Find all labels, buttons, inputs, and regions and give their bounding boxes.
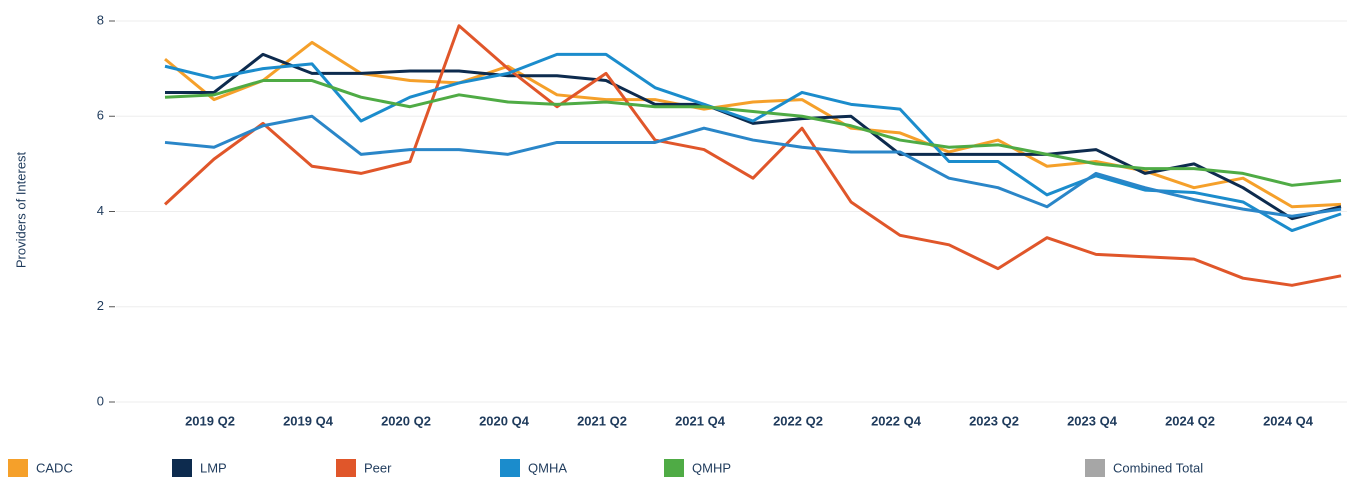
x-tick-label: 2023 Q4 <box>1067 413 1118 428</box>
legend-swatch[interactable] <box>172 459 192 477</box>
legend-label[interactable]: Combined Total <box>1113 460 1203 475</box>
y-axis-title: Providers of Interest <box>13 151 28 268</box>
legend-swatch[interactable] <box>500 459 520 477</box>
legend-label[interactable]: Peer <box>364 460 392 475</box>
x-tick-label: 2020 Q2 <box>381 413 431 428</box>
x-tick-label: 2022 Q4 <box>871 413 922 428</box>
y-tick-label: 4 <box>97 203 104 218</box>
x-tick-label: 2021 Q2 <box>577 413 627 428</box>
x-tick-label: 2021 Q4 <box>675 413 726 428</box>
y-tick-label: 6 <box>97 108 104 123</box>
legend-label[interactable]: QMHP <box>692 460 731 475</box>
series-line <box>165 52 1342 221</box>
legend-label[interactable]: LMP <box>200 460 227 475</box>
x-tick-label: 2019 Q4 <box>283 413 334 428</box>
series-line <box>164 79 1342 187</box>
y-tick-label: 0 <box>97 393 104 408</box>
x-tick-label: 2020 Q4 <box>479 413 530 428</box>
legend-swatch[interactable] <box>336 459 356 477</box>
x-tick-label: 2023 Q2 <box>969 413 1019 428</box>
x-tick-label: 2022 Q2 <box>773 413 823 428</box>
legend-swatch[interactable] <box>8 459 28 477</box>
series-line <box>164 52 1342 233</box>
x-tick-label: 2024 Q2 <box>1165 413 1215 428</box>
series-line <box>164 114 1342 218</box>
legend-swatch[interactable] <box>664 459 684 477</box>
y-tick-label: 8 <box>97 12 104 27</box>
y-tick-label: 2 <box>97 298 104 313</box>
legend-swatch[interactable] <box>1085 459 1105 477</box>
x-tick-label: 2019 Q2 <box>185 413 235 428</box>
legend-label[interactable]: QMHA <box>528 460 567 475</box>
legend-label[interactable]: CADC <box>36 460 73 475</box>
series-line <box>163 24 1342 287</box>
x-tick-label: 2024 Q4 <box>1263 413 1314 428</box>
